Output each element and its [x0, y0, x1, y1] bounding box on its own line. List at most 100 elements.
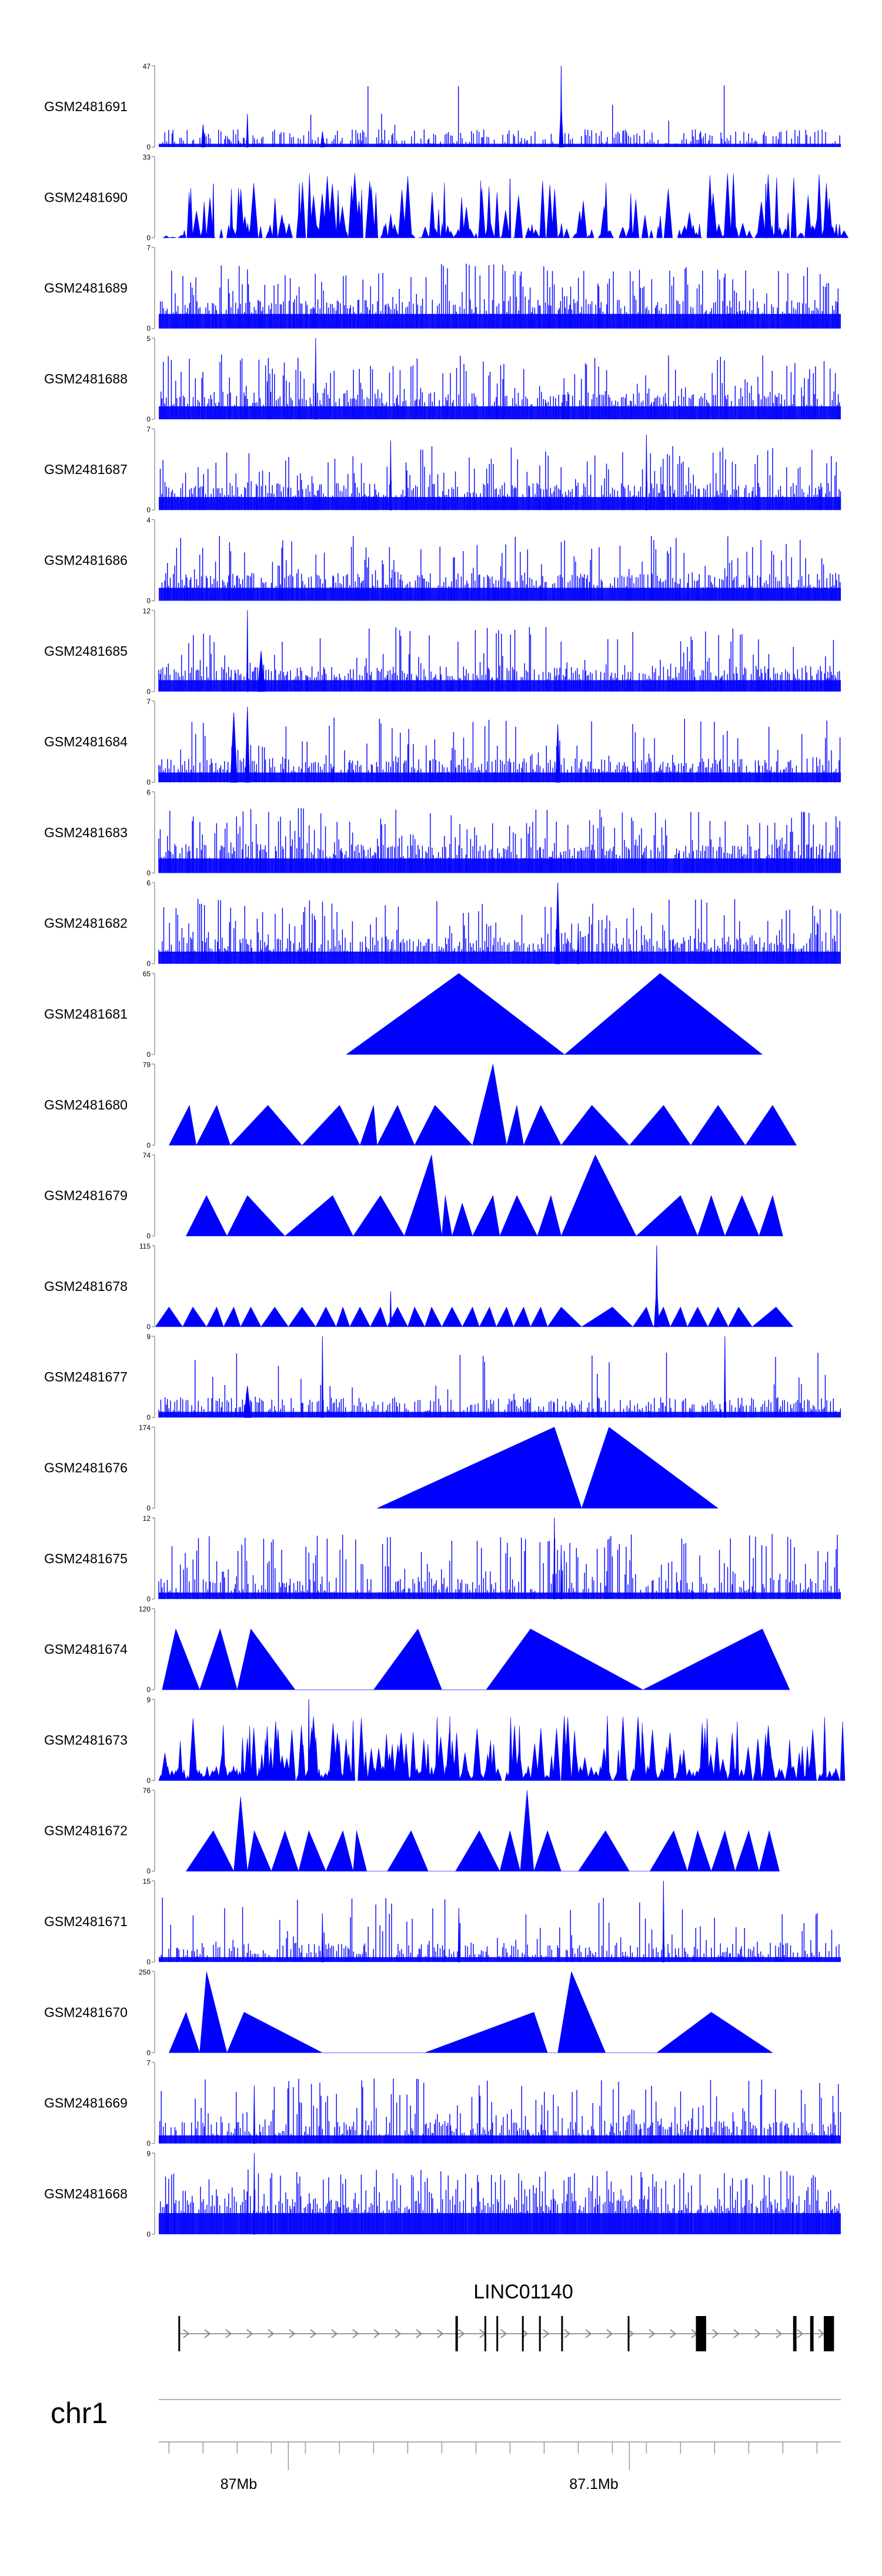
exon-block: [627, 2316, 630, 2351]
y-axis-max-label: 115: [139, 1242, 151, 1250]
coverage-peak: [212, 183, 215, 238]
y-axis-min-label: 0: [146, 143, 151, 151]
coverage-bars: [158, 627, 840, 692]
signal-track: GSM2481683 6 0: [44, 788, 841, 877]
coverage-peak: [764, 183, 767, 238]
coverage-peak: [321, 1336, 324, 1418]
coverage-bars: [161, 354, 840, 419]
coverage-bars: [159, 2078, 841, 2144]
y-axis-min-label: 0: [146, 1504, 151, 1513]
exon-block: [496, 2316, 499, 2351]
track-label: GSM2481669: [44, 2095, 128, 2111]
track-label: GSM2481680: [44, 1097, 128, 1112]
coverage-peak: [553, 1517, 556, 1600]
track-label: GSM2481678: [44, 1279, 128, 1294]
signal-track: GSM2481677 9 0: [44, 1333, 841, 1422]
chromosome-label: chr1: [51, 2397, 108, 2430]
y-axis-min-label: 0: [146, 1323, 151, 1331]
track-label: GSM2481683: [44, 825, 128, 840]
signal-track: GSM2481674 120 0: [44, 1605, 790, 1694]
coverage-peak: [246, 114, 249, 148]
signal-tracks: GSM2481691470GSM2481690330GSM248168970GS…: [44, 62, 849, 2238]
y-axis-max-label: 76: [143, 1787, 151, 1795]
coverage-peak: [321, 1913, 324, 1963]
coverage-bars: [162, 173, 849, 238]
y-axis-min-label: 0: [146, 1776, 151, 1784]
exon-block: [810, 2316, 814, 2351]
y-axis-max-label: 7: [146, 244, 151, 252]
coverage-peak: [230, 712, 238, 783]
axis-tick-label: 87.1Mb: [569, 2476, 618, 2492]
y-axis-max-label: 7: [146, 2059, 151, 2067]
y-axis-min-label: 0: [146, 506, 151, 514]
coverage-baseline: [159, 144, 841, 147]
y-axis-max-label: 9: [146, 2150, 151, 2158]
coverage-peak: [555, 724, 560, 783]
signal-track: GSM2481685 12 0: [44, 607, 841, 696]
signal-track: GSM2481690 33 0: [44, 153, 849, 242]
coverage-baseline: [159, 1592, 841, 1599]
signal-track: GSM2481680 79 0: [44, 1060, 797, 1149]
coverage-bars: [159, 446, 841, 510]
y-axis-max-label: 33: [143, 153, 151, 161]
coverage-peak: [654, 1284, 660, 1327]
coverage-peak: [243, 1386, 252, 1418]
y-axis-max-label: 79: [143, 1060, 151, 1069]
coverage-peak: [555, 882, 560, 965]
signal-track: GSM2481670 250 0: [44, 1968, 773, 2057]
track-label: GSM2481689: [44, 281, 128, 296]
coverage-bars: [158, 1534, 841, 1599]
signal-track: GSM2481678 115 0: [44, 1242, 794, 1331]
y-axis-min-label: 0: [146, 415, 151, 423]
axis-tick-label: 87Mb: [220, 2476, 258, 2492]
y-axis-min-label: 0: [146, 2140, 151, 2148]
track-label: GSM2481668: [44, 2186, 128, 2201]
track-label: GSM2481681: [44, 1006, 128, 1022]
signal-track: GSM2481669 7 0: [44, 2059, 841, 2148]
coverage-area: [185, 1154, 783, 1237]
track-label: GSM2481686: [44, 553, 128, 568]
y-axis-max-label: 12: [143, 1514, 151, 1523]
y-axis-max-label: 65: [143, 970, 151, 978]
coverage-bars: [158, 899, 841, 964]
coverage-bars: [161, 1897, 840, 1962]
coverage-baseline: [159, 2213, 841, 2234]
coverage-area: [346, 973, 763, 1055]
y-axis-max-label: 7: [146, 698, 151, 706]
y-axis-min-label: 0: [146, 1232, 151, 1240]
signal-track: GSM2481689 7 0: [44, 244, 841, 333]
coverage-bars: [160, 2170, 840, 2234]
track-label: GSM2481676: [44, 1460, 128, 1476]
coverage-baseline: [159, 1412, 841, 1418]
coverage-bars: [161, 536, 841, 601]
y-axis-max-label: 9: [146, 1696, 151, 1704]
coverage-peak: [577, 923, 580, 965]
coverage-area: [377, 1427, 719, 1509]
exon-block: [455, 2316, 458, 2351]
signal-track: GSM2481686 4 0: [44, 516, 841, 605]
gene-track: LINC01140: [178, 2281, 834, 2351]
signal-track: GSM2481673 9 0: [44, 1696, 846, 1784]
y-axis-min-label: 0: [146, 960, 151, 968]
coverage-peak: [257, 650, 265, 692]
y-axis-min-label: 0: [146, 2230, 151, 2238]
signal-track: GSM2481676 174 0: [44, 1424, 719, 1513]
y-axis-max-label: 74: [143, 1152, 151, 1160]
coverage-area: [155, 1306, 794, 1327]
coverage-bars: [158, 1716, 846, 1781]
signal-track: GSM2481679 74 0: [44, 1152, 783, 1240]
coverage-peak: [315, 338, 317, 420]
exon-block: [522, 2316, 524, 2351]
coverage-peak: [201, 124, 205, 148]
exon-block: [793, 2316, 797, 2351]
exon-block: [484, 2316, 486, 2351]
y-axis-min-label: 0: [146, 778, 151, 786]
y-axis-min-label: 0: [146, 1413, 151, 1422]
coverage-peak: [509, 178, 512, 238]
signal-track: GSM2481691 47 0: [44, 62, 841, 151]
track-label: GSM2481687: [44, 462, 128, 477]
coverage-peak: [662, 1880, 665, 1963]
coverage-peak: [560, 1544, 563, 1600]
coverage-bars: [158, 808, 840, 873]
track-label: GSM2481691: [44, 99, 128, 114]
